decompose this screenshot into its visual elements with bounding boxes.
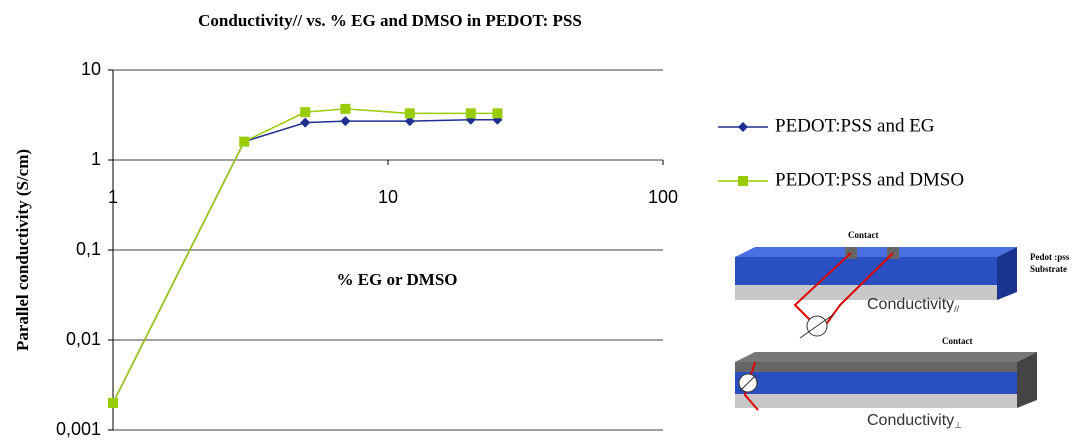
marker xyxy=(108,397,118,408)
contact-top xyxy=(735,352,1037,362)
gauge-arrow xyxy=(799,313,835,339)
series-line xyxy=(112,108,498,404)
legend-marker xyxy=(738,176,748,186)
pedot-side xyxy=(997,247,1017,300)
x-axis-label: % EG or DMSO xyxy=(336,270,457,289)
caption-main: Conductivity xyxy=(867,296,954,313)
x-tick-label: 10 xyxy=(378,187,398,207)
caption-main: Conductivity xyxy=(867,412,954,429)
side xyxy=(1017,352,1037,408)
wire xyxy=(793,252,894,331)
pedot-top xyxy=(735,247,1017,257)
y-axis-label: Parallel conductivity (S/cm) xyxy=(13,149,32,351)
pedot-layer xyxy=(735,372,1017,394)
series-line xyxy=(112,119,498,404)
caption: Conductivity⊥ xyxy=(867,412,962,430)
legend-marker xyxy=(738,122,748,132)
marker xyxy=(300,117,311,128)
marker xyxy=(340,103,351,114)
y-tick-label: 1 xyxy=(91,149,101,169)
marker xyxy=(340,116,351,127)
chart-title: Conductivity// vs. % EG and DMSO in PEDO… xyxy=(198,11,582,30)
legend-label: PEDOT:PSS and DMSO xyxy=(775,169,964,190)
illustration: Contact Pedot :pss Substrate Conductivit… xyxy=(735,230,1070,430)
layer-label: Pedot :pss xyxy=(1030,252,1070,262)
layer-label: Substrate xyxy=(1030,264,1067,274)
caption: Conductivity// xyxy=(867,296,960,314)
marker xyxy=(404,116,415,127)
caption-sub: ⊥ xyxy=(954,420,962,430)
substrate xyxy=(735,394,1017,408)
x-tick-label: 1 xyxy=(108,187,118,207)
y-tick-label: 10 xyxy=(81,59,101,79)
marker xyxy=(492,108,503,119)
substrate xyxy=(735,285,997,300)
y-tick-label: 0,1 xyxy=(76,239,101,259)
legend-label: PEDOT:PSS and EG xyxy=(775,115,935,136)
wire xyxy=(743,361,759,411)
y-tick-label: 0,001 xyxy=(56,419,101,439)
marker xyxy=(465,108,476,119)
marker xyxy=(404,108,415,119)
contact-label: Contact xyxy=(942,336,973,346)
contact-label: Contact xyxy=(848,230,879,240)
marker xyxy=(239,136,250,147)
x-tick-label: 100 xyxy=(648,187,678,207)
contact-layer xyxy=(735,362,1017,372)
marker xyxy=(300,107,311,118)
caption-sub: // xyxy=(954,304,960,314)
y-tick-label: 0,01 xyxy=(66,329,101,349)
gauge-arrow xyxy=(739,374,757,392)
